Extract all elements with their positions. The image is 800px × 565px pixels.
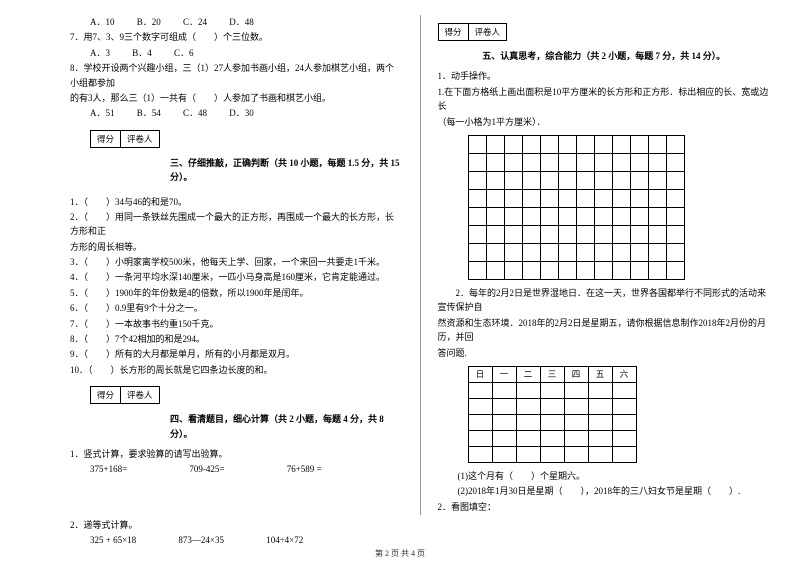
grid-paper xyxy=(468,135,771,280)
calc-item: 873—24×35 xyxy=(178,533,224,547)
grader-label: 评卷人 xyxy=(469,24,507,40)
s5-1a: 1.在下面方格纸上画出面积是10平方厘米的长方形和正方形．标出相应的长、宽或边长 xyxy=(438,85,771,114)
s4-1-items: 375+168= 709-425= 76+589 = xyxy=(70,462,403,476)
opt: D．48 xyxy=(229,15,254,29)
score-label: 得分 xyxy=(91,131,121,147)
s3-item: 10．（ ）长方形的周长就是它四条边长度的和。 xyxy=(70,363,403,377)
opt: C．24 xyxy=(183,15,207,29)
s3-item: 6．（ ）0.9里有9个十分之一。 xyxy=(70,301,403,315)
s5-3: 2．看图填空： xyxy=(438,500,771,514)
s3-item: 8．（ ）7个42相加的和是294。 xyxy=(70,332,403,346)
calc-item: 709-425= xyxy=(189,462,224,476)
score-box: 得分 评卷人 xyxy=(90,386,160,404)
score-label: 得分 xyxy=(91,387,121,403)
s5-1: 1．动手操作。 xyxy=(438,69,771,83)
opt: C．48 xyxy=(183,106,207,120)
s5-2c: 答问题. xyxy=(438,346,771,360)
q7-text: 7．用7、3、9三个数字可组成（ ）个三位数。 xyxy=(70,30,403,44)
q8-text-b: 的有3人，那么三（1）一共有（ ）人参加了书画和棋艺小组。 xyxy=(70,91,403,105)
calc-item: 325 + 65×18 xyxy=(90,533,136,547)
s3-item: 2．（ ）用同一条铁丝先围成一个最大的正方形，再围成一个最大的长方形，长方形和正 xyxy=(70,210,403,239)
grader-label: 评卷人 xyxy=(121,387,159,403)
calc-item: 104÷4×72 xyxy=(266,533,303,547)
grader-label: 评卷人 xyxy=(121,131,159,147)
column-divider xyxy=(420,15,421,515)
q8-options: A．51 B．54 C．48 D．30 xyxy=(70,106,403,120)
s5-q2: (2)2018年1月30日是星期（ ），2018年的三八妇女节是星期（ ）. xyxy=(438,484,771,498)
s5-2a: 2．每年的2月2日是世界湿地日．在这一天，世界各国都举行不同形式的活动来宣传保护… xyxy=(438,286,771,315)
s3-item: 9．（ ）所有的大月都是单月，所有的小月都是双月。 xyxy=(70,347,403,361)
calc-item: 76+589 = xyxy=(287,462,322,476)
s3-item: 5．（ ）1900年的年份数是4的倍数，所以1900年是闰年。 xyxy=(70,286,403,300)
s5-q1: (1)这个月有（ ）个星期六。 xyxy=(438,469,771,483)
s5-2b: 然资源和生态环境．2018年的2月2日是星期五，请你根据信息制作2018年2月份… xyxy=(438,316,771,345)
s4-2-items: 325 + 65×18 873—24×35 104÷4×72 xyxy=(70,533,403,547)
calc-item: 375+168= xyxy=(90,462,127,476)
opt: A．3 xyxy=(90,46,110,60)
q6-options: A．10 B．20 C．24 D．48 xyxy=(70,15,403,29)
s3-item: 4．（ ）一条河平均水深140厘米，一匹小马身高是160厘米，它肯定能通过。 xyxy=(70,270,403,284)
opt: D．30 xyxy=(229,106,254,120)
opt: B．54 xyxy=(137,106,161,120)
opt: B．20 xyxy=(137,15,161,29)
score-box: 得分 评卷人 xyxy=(90,130,160,148)
q8-text-a: 8．学校开设两个兴趣小组，三（1）27人参加书画小组，24人参加棋艺小组，两个小… xyxy=(70,61,403,90)
s5-1b: （每一小格为1平方厘米）． xyxy=(438,115,771,129)
s3-item: 方形的周长相等。 xyxy=(70,240,403,254)
score-box: 得分 评卷人 xyxy=(438,23,508,41)
score-label: 得分 xyxy=(439,24,469,40)
s4-1-text: 1．竖式计算，要求验算的请写出验算。 xyxy=(70,447,403,461)
s4-2-text: 2．递等式计算。 xyxy=(70,518,403,532)
section-5-title: 五、认真思考，综合能力（共 2 小题，每题 7 分，共 14 分）。 xyxy=(438,49,771,63)
s3-item: 3．（ ）小明家离学校500米，他每天上学、回家，一个来回一共要走1千米。 xyxy=(70,255,403,269)
s3-item: 7．（ ）一本故事书约重150千克。 xyxy=(70,317,403,331)
opt: A．10 xyxy=(90,15,115,29)
section-4-title: 四、看清题目，细心计算（共 2 小题，每题 4 分，共 8 分）。 xyxy=(70,412,403,441)
opt: A．51 xyxy=(90,106,115,120)
section-3-title: 三、仔细推敲，正确判断（共 10 小题，每题 1.5 分，共 15 分）。 xyxy=(70,156,403,185)
opt: B．4 xyxy=(132,46,152,60)
calendar-table: 日一二三四五六 xyxy=(468,366,637,463)
opt: C．6 xyxy=(174,46,194,60)
q7-options: A．3 B．4 C．6 xyxy=(70,46,403,60)
page-footer: 第 2 页 共 4 页 xyxy=(0,548,800,559)
s3-item: 1．（ ）34与46的和是70。 xyxy=(70,195,403,209)
